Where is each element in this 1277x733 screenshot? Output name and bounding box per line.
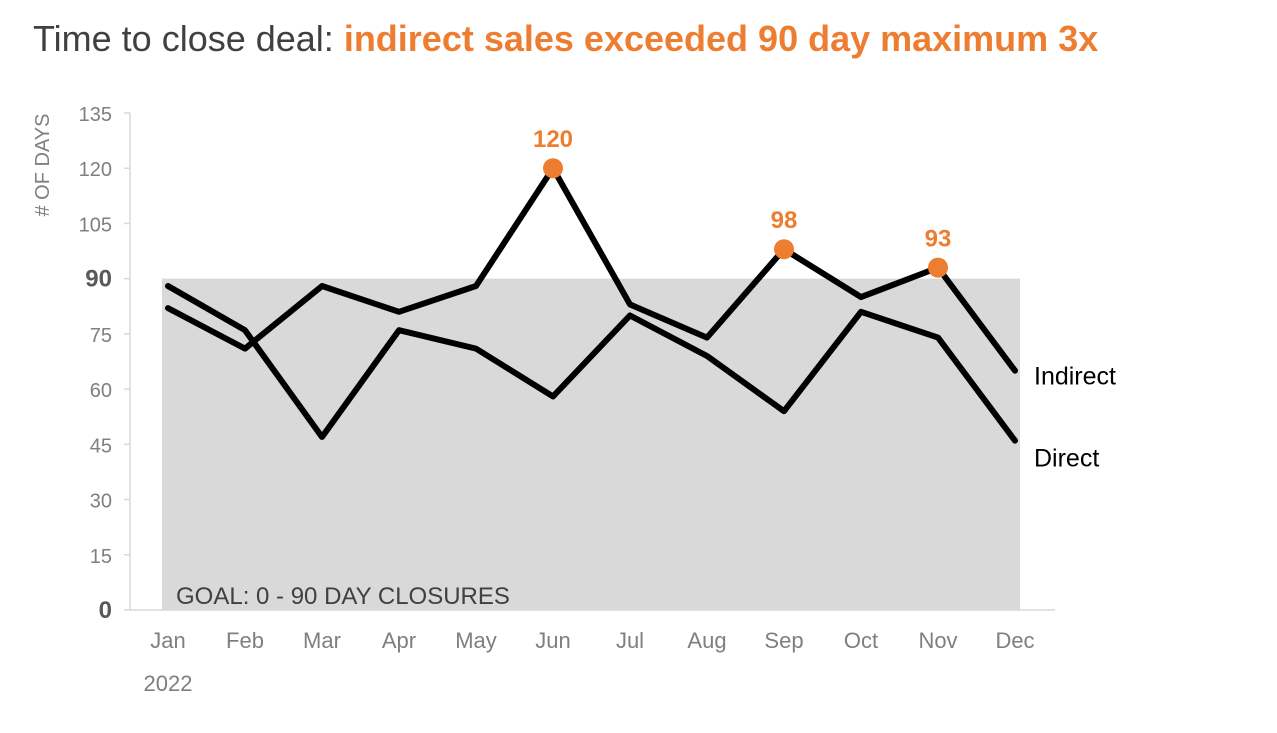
y-tick-label: 0 [99,597,112,624]
x-tick-label: Nov [918,628,957,653]
x-tick-label: Oct [844,628,878,653]
y-tick-label: 60 [90,380,112,402]
y-tick-label: 135 [79,104,112,126]
y-tick-label: 45 [90,435,112,457]
y-tick-label: 90 [85,266,112,293]
series-label-direct: Direct [1034,445,1099,473]
highlight-value-label: 98 [771,207,798,234]
x-tick-label: Sep [764,628,803,653]
x-tick-label: Apr [382,628,416,653]
chart-title: Time to close deal: indirect sales excee… [33,18,1098,60]
series-line-indirect [165,165,1018,374]
highlight-point [543,158,563,179]
goal-band-label: GOAL: 0 - 90 DAY CLOSURES [176,583,510,610]
x-tick-label: Jun [535,628,570,653]
x-tick-label: Jul [616,628,644,653]
x-tick-label: Jan [150,628,185,653]
chart-title-plain: Time to close deal: [33,18,344,59]
x-tick-label: Feb [226,628,264,653]
highlight-point [774,239,794,260]
x-tick-label: Mar [303,628,341,653]
highlight-point [928,257,948,278]
x-tick-label: Dec [995,628,1034,653]
x-tick-label: Aug [687,628,726,653]
x-year-label: 2022 [144,671,193,696]
y-tick-label: 75 [90,325,112,347]
chart-title-highlight: indirect sales exceeded 90 day maximum 3… [343,18,1099,59]
highlight-value-label: 120 [533,126,573,153]
y-tick-label: 105 [79,214,112,236]
y-tick-label: 30 [90,491,112,513]
y-tick-label: 15 [90,546,112,568]
goal-band [162,278,1020,610]
y-tick-label: 120 [79,159,112,181]
y-axis-title: # OF DAYS [32,114,54,217]
x-tick-label: May [455,628,497,653]
series-label-indirect: Indirect [1034,363,1116,391]
highlight-value-label: 93 [925,226,952,253]
series-line-direct [165,283,1018,444]
